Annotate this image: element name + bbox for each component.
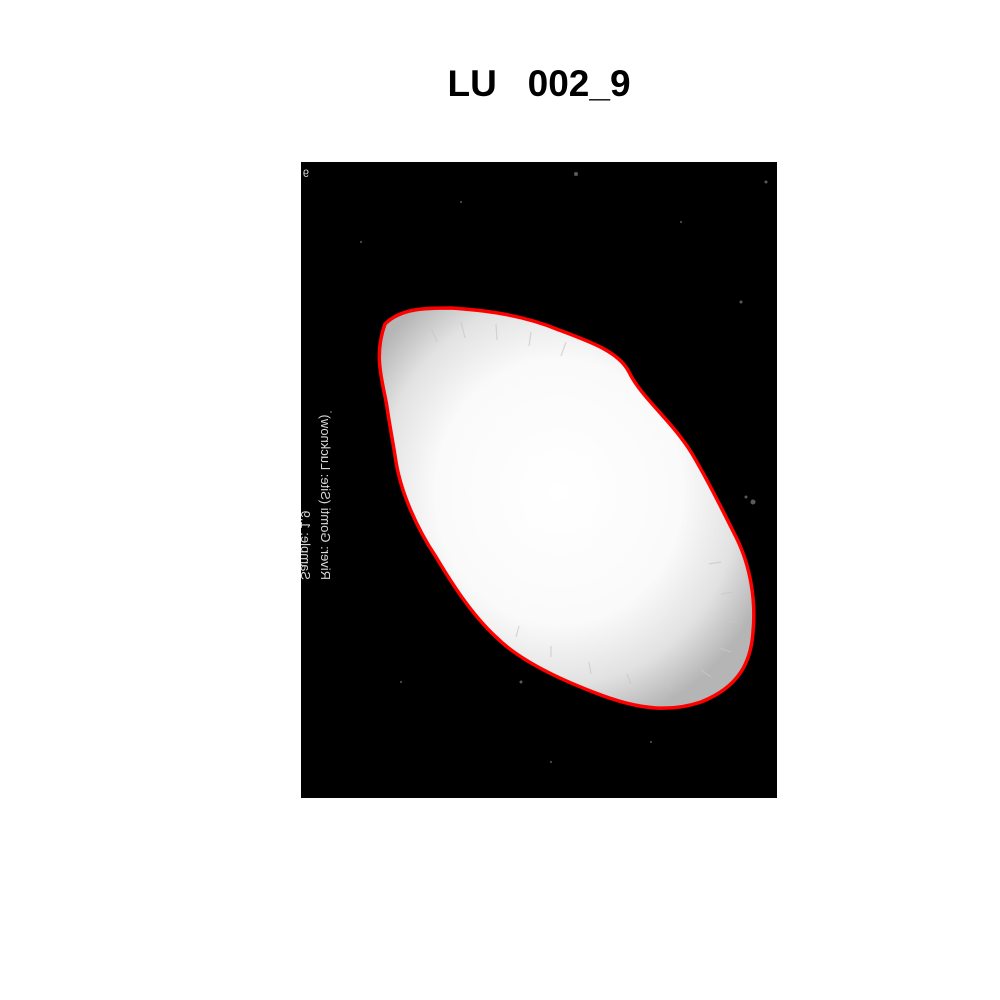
river-label: River: Gomti (Site: Lucknow) bbox=[318, 414, 333, 580]
specimen-outline bbox=[377, 306, 756, 710]
sample-label: Sample: 1.9 bbox=[301, 510, 313, 580]
specimen-ridges bbox=[430, 321, 737, 691]
background-speckles bbox=[330, 172, 768, 763]
specimen-svg bbox=[330, 172, 768, 763]
specimen-photo: 9 Sample: 1.9 River: Gomti (Site: Luckno… bbox=[301, 162, 777, 798]
figure-title: LU 002_9 bbox=[447, 63, 631, 104]
corner-label: 9 bbox=[302, 168, 309, 180]
specimen-body bbox=[379, 308, 754, 709]
